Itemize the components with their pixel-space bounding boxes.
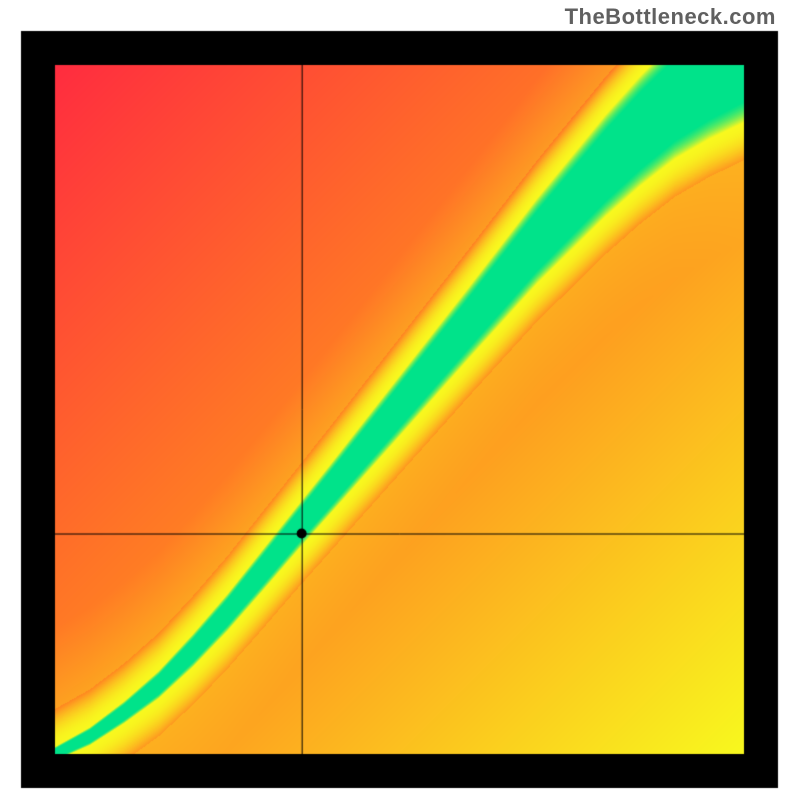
heatmap-canvas: [0, 0, 800, 800]
watermark-text: TheBottleneck.com: [565, 4, 776, 30]
chart-container: TheBottleneck.com: [0, 0, 800, 800]
